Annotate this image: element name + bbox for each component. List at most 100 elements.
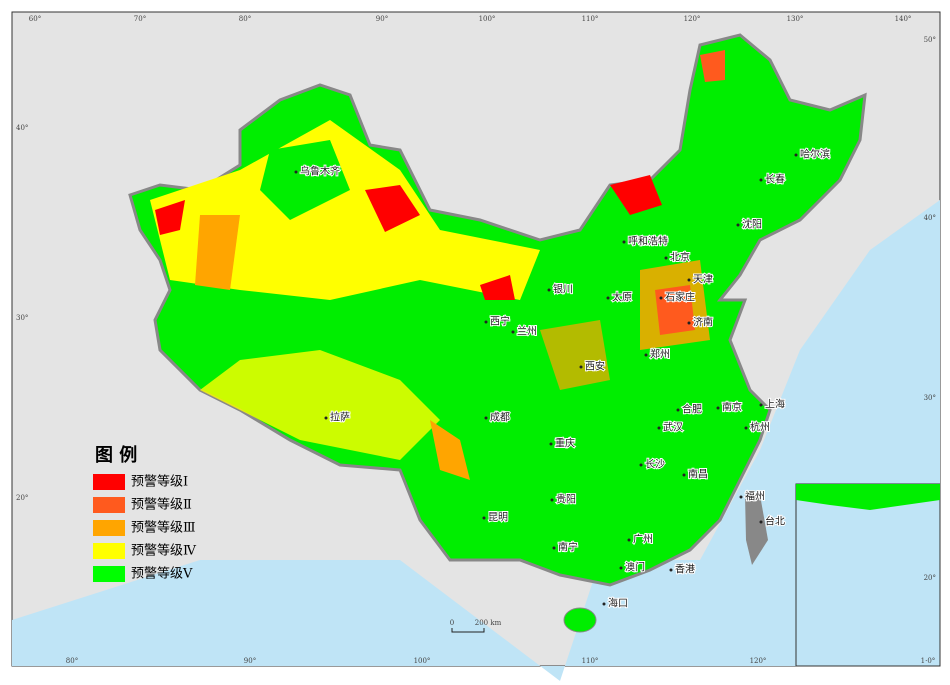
legend-swatch (93, 497, 125, 513)
graticule-label: 80° (66, 657, 78, 665)
legend-label: 预警等级Ⅲ (131, 520, 196, 536)
city-label: 银川 (553, 283, 573, 296)
city-label: 南昌 (688, 468, 708, 481)
city-dot (579, 365, 583, 369)
legend-swatch (93, 474, 125, 490)
graticule-label: 40° (16, 124, 28, 132)
city-label: 西安 (585, 360, 605, 373)
city-label: 太原 (612, 291, 632, 304)
city-dot (644, 353, 648, 357)
city-dot (547, 288, 551, 292)
city-label: 呼和浩特 (628, 236, 668, 248)
legend-label: 预警等级Ⅱ (131, 497, 192, 513)
scale-end: 200 km (475, 619, 502, 627)
yellow-zone (150, 120, 540, 300)
city-dot (606, 296, 610, 300)
city-label: 长春 (765, 174, 785, 186)
graticule-label: 60° (29, 15, 41, 23)
graticule-label: 100° (414, 657, 431, 665)
graticule-label: 20° (16, 494, 28, 502)
city-dot (664, 256, 668, 260)
city-dot (682, 473, 686, 477)
city-dot (619, 566, 623, 570)
graticule-label: 70° (134, 15, 146, 23)
city-dot (739, 495, 743, 499)
legend-swatch (93, 543, 125, 559)
city-dot (716, 406, 720, 410)
graticule-label: 30° (16, 314, 28, 322)
city-dot (676, 408, 680, 412)
graticule-label: 80° (239, 15, 251, 23)
city-dot (602, 602, 606, 606)
scale-line (451, 628, 485, 633)
city-label: 昆明 (488, 512, 508, 524)
city-label: 沈阳 (742, 218, 762, 231)
graticule-label: 30° (924, 394, 936, 402)
city-dot (324, 416, 328, 420)
legend-label: 预警等级Ⅰ (131, 474, 188, 490)
city-label: 南宁 (558, 541, 578, 554)
graticule-label: 120° (684, 15, 701, 23)
city-label: 杭州 (750, 421, 770, 434)
graticule-label: 120° (750, 657, 767, 665)
graticule-label: 40° (924, 214, 936, 222)
city-label: 南京 (722, 401, 742, 414)
taiwan (745, 495, 768, 565)
city-label: 重庆 (555, 437, 575, 450)
city-dot (627, 538, 631, 542)
city-label: 成都 (490, 412, 510, 424)
hainan (563, 607, 597, 633)
orange-red-zone (700, 50, 725, 82)
yellow-zone (200, 350, 440, 460)
city-dot (511, 330, 515, 334)
graticule-label: 90° (376, 15, 388, 23)
city-dot (669, 568, 673, 572)
scale-bar: 0 200 km (450, 619, 502, 633)
red-zone (365, 185, 420, 232)
city-label: 石家庄 (665, 291, 695, 304)
orange-red-zone (655, 285, 695, 335)
city-label: 北京 (670, 251, 690, 264)
city-dot (484, 320, 488, 324)
city-dot (639, 463, 643, 467)
graticule-label: 110° (582, 15, 599, 23)
city-dot (482, 516, 486, 520)
red-zone (155, 200, 185, 235)
city-label: 合肥 (682, 403, 702, 416)
orange-zone (430, 420, 470, 480)
city-dot (744, 426, 748, 430)
city-label: 郑州 (650, 348, 670, 361)
city-label: 广州 (633, 534, 653, 546)
city-dot (759, 403, 763, 407)
red-zone (480, 275, 515, 300)
city-label: 武汉 (663, 421, 683, 434)
city-label: 贵阳 (556, 493, 576, 506)
city-dot (552, 546, 556, 550)
inset-coast (796, 484, 940, 510)
legend-title: 图 例 (95, 444, 137, 466)
orange-zone (540, 320, 610, 390)
city-label: 香港 (675, 564, 695, 576)
graticule-label: 130° (787, 15, 804, 23)
city-dot (622, 240, 626, 244)
city-label: 福州 (745, 490, 765, 503)
city-dot (759, 178, 763, 182)
red-zone (610, 175, 662, 215)
scale-start: 0 (450, 619, 454, 627)
orange-zone (195, 215, 240, 290)
graticule-label: 140° (895, 15, 912, 23)
graticule-label: 20° (924, 574, 936, 582)
city-label: 哈尔滨 (800, 148, 830, 161)
city-dot (549, 442, 553, 446)
city-label: 海口 (608, 597, 628, 610)
legend-swatch (93, 520, 125, 536)
city-dot (484, 416, 488, 420)
legend-swatch (93, 566, 125, 582)
green-zone (260, 140, 350, 220)
legend-label: 预警等级Ⅴ (131, 566, 193, 582)
city-dot (794, 153, 798, 157)
city-label: 上海 (765, 398, 785, 411)
graticule-label: 110° (582, 657, 599, 665)
city-dot (687, 321, 691, 325)
